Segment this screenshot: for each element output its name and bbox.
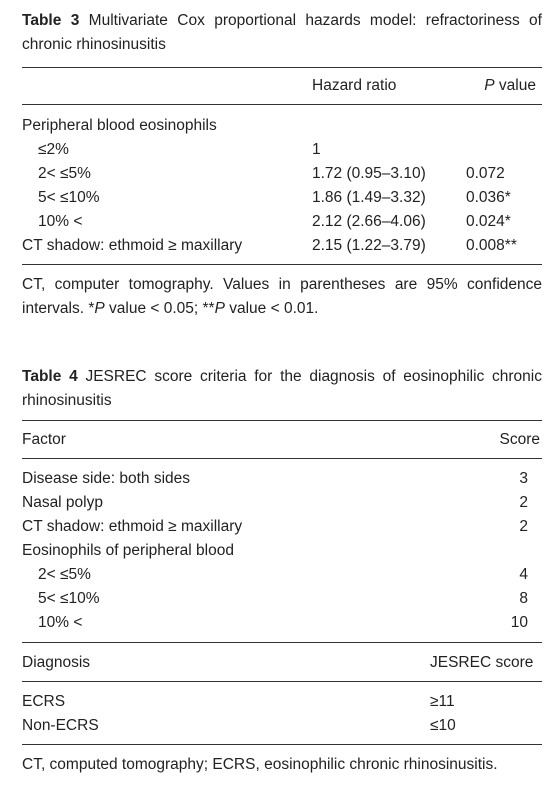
table4-subheader-row: Diagnosis JESREC score	[22, 651, 542, 675]
row-label: 10% <	[38, 213, 83, 230]
table-row: ECRS ≥11	[22, 690, 542, 714]
row-label: Non-ECRS	[22, 717, 99, 734]
footnote-text: value < 0.05; **	[104, 300, 215, 317]
row-score: 4	[519, 566, 528, 583]
table-row: 2< ≤5% 1.72 (0.95–3.10) 0.072	[22, 162, 542, 186]
p-italic: P	[214, 300, 225, 317]
row-score: 10	[510, 614, 528, 631]
table4-header-score: Score	[499, 431, 541, 448]
table4-header-rule	[22, 458, 542, 459]
table4-top-rule	[22, 420, 542, 421]
table3-header-row: Hazard ratio P value	[22, 74, 542, 98]
table3-caption-text: Multivariate Cox proportional hazards mo…	[22, 12, 542, 53]
row-hazard-ratio: 1.86 (1.49–3.32)	[312, 189, 426, 206]
table4-header-jesrec-score: JESREC score	[430, 654, 534, 671]
row-score: 3	[519, 470, 528, 487]
table-row: Peripheral blood eosinophils	[22, 114, 542, 138]
p-value-suffix: value	[494, 77, 536, 94]
table4-caption: Table 4 JESREC score criteria for the di…	[22, 365, 542, 413]
row-score: 2	[519, 518, 528, 535]
row-label: Peripheral blood eosinophils	[22, 117, 217, 134]
table3-header-rule	[22, 104, 542, 105]
table-row: Nasal polyp 2	[22, 491, 542, 515]
row-label: Eosinophils of peripheral blood	[22, 542, 234, 559]
row-p-value: 0.036*	[466, 189, 511, 206]
row-hazard-ratio: 1.72 (0.95–3.10)	[312, 165, 426, 182]
table4-subheader-rule	[22, 681, 542, 682]
row-label: 2< ≤5%	[38, 165, 91, 182]
row-hazard-ratio: 1	[312, 141, 321, 158]
table3-bottom-rule	[22, 264, 542, 265]
table4-header-row: Factor Score	[22, 428, 542, 452]
table3-header-p-value: P value	[484, 74, 536, 98]
table-row: 5< ≤10% 1.86 (1.49–3.32) 0.036*	[22, 186, 542, 210]
row-label: ≤2%	[38, 141, 69, 158]
table-row: Non-ECRS ≤10	[22, 714, 542, 738]
table4-header-factor: Factor	[22, 431, 66, 448]
table-row: ≤2% 1	[22, 138, 542, 162]
row-label: 5< ≤10%	[38, 189, 100, 206]
table4-caption-text: JESREC score criteria for the diagnosis …	[22, 368, 542, 409]
table4-label: Table 4	[22, 368, 78, 385]
table-row: CT shadow: ethmoid ≥ maxillary 2	[22, 515, 542, 539]
footnote-text: CT, computer tomography. Values in paren…	[22, 276, 542, 317]
row-label: ECRS	[22, 693, 66, 710]
table3-top-rule	[22, 67, 542, 68]
row-label: Disease side: both sides	[22, 470, 191, 487]
p-italic: P	[484, 77, 495, 94]
table4-footnote: CT, computed tomography; ECRS, eosinophi…	[22, 756, 498, 773]
table3-footnote: CT, computer tomography. Values in paren…	[22, 273, 542, 321]
table4-header-diagnosis: Diagnosis	[22, 654, 91, 671]
table-row: CT shadow: ethmoid ≥ maxillary 2.15 (1.2…	[22, 234, 542, 258]
row-score: 2	[519, 494, 528, 511]
table-row: 10% < 2.12 (2.66–4.06) 0.024*	[22, 210, 542, 234]
table-row: Disease side: both sides 3	[22, 467, 542, 491]
p-italic: P	[94, 300, 105, 317]
row-score: ≤10	[430, 717, 456, 734]
table4-mid-rule	[22, 642, 542, 643]
row-score: 8	[519, 590, 528, 607]
table-row: 2< ≤5% 4	[22, 563, 542, 587]
row-label: CT shadow: ethmoid ≥ maxillary	[22, 518, 243, 535]
row-label: Nasal polyp	[22, 494, 103, 511]
table-row: 5< ≤10% 8	[22, 587, 542, 611]
table3-caption: Table 3 Multivariate Cox proportional ha…	[22, 9, 542, 57]
row-label: 5< ≤10%	[38, 590, 100, 607]
table4-bottom-rule	[22, 744, 542, 745]
row-label: CT shadow: ethmoid ≥ maxillary	[22, 237, 243, 254]
row-p-value: 0.024*	[466, 213, 511, 230]
table3-label: Table 3	[22, 12, 80, 29]
table3-header-hazard-ratio: Hazard ratio	[312, 77, 397, 94]
row-p-value: 0.008**	[466, 237, 517, 254]
row-label: 2< ≤5%	[38, 566, 91, 583]
row-score: ≥11	[430, 693, 455, 710]
table-row: Eosinophils of peripheral blood	[22, 539, 542, 563]
footnote-text: value < 0.01.	[224, 300, 319, 317]
row-p-value: 0.072	[466, 165, 505, 182]
table-row: 10% < 10	[22, 611, 542, 635]
row-label: 10% <	[38, 614, 83, 631]
row-hazard-ratio: 2.12 (2.66–4.06)	[312, 213, 426, 230]
row-hazard-ratio: 2.15 (1.22–3.79)	[312, 237, 426, 254]
